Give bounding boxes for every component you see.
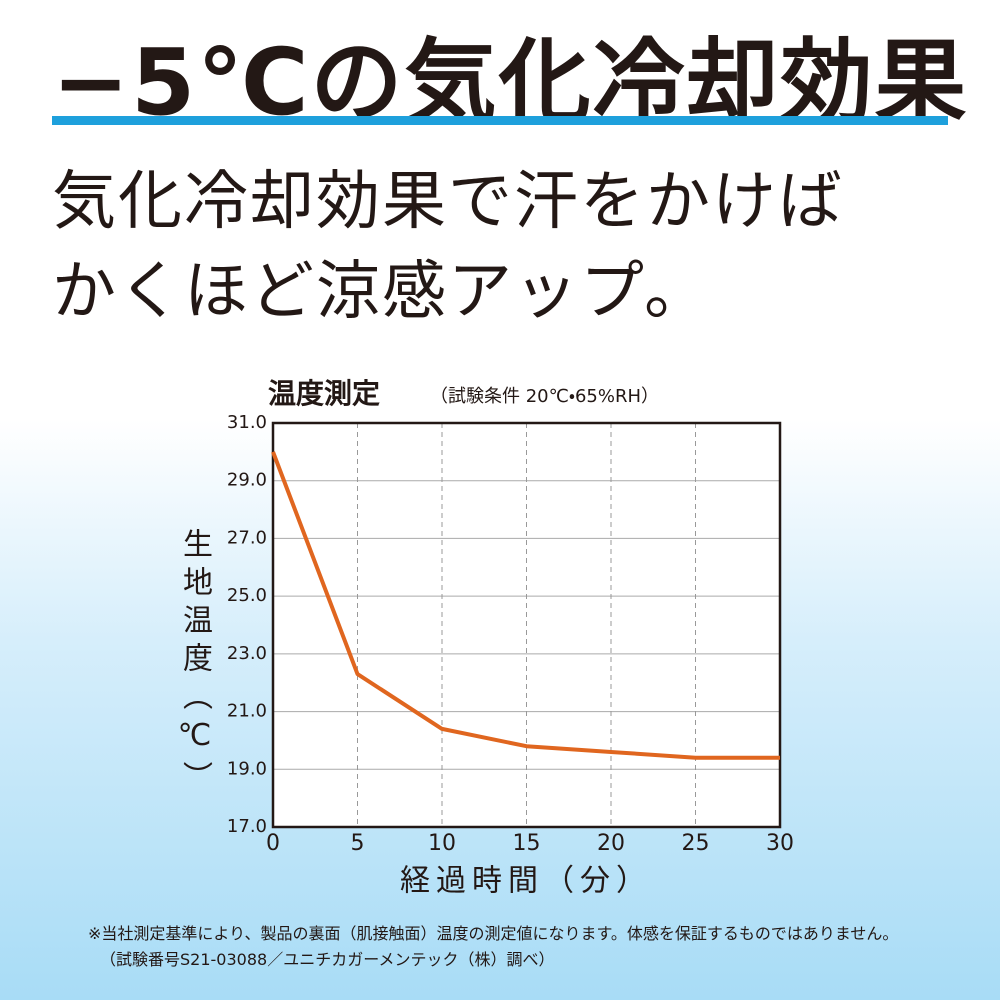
footnote: ※当社測定基準により、製品の裏面（肌接触面）温度の測定値になります。体感を保証す… — [88, 924, 899, 943]
y-tick-label: 23.0 — [227, 643, 267, 664]
title-rule — [52, 116, 948, 125]
subheadline: かくほど涼感アップ。 — [52, 255, 711, 329]
y-tick-label: 25.0 — [227, 585, 267, 606]
data-line — [271, 451, 780, 760]
y-tick-label: 29.0 — [227, 470, 267, 491]
x-tick-label: 15 — [513, 831, 541, 856]
y-tick-label: 27.0 — [227, 527, 267, 548]
x-tick-label: 0 — [266, 831, 280, 856]
y-tick-label: 17.0 — [227, 816, 267, 837]
y-axis-label: 生地温度（℃） — [177, 528, 212, 799]
footnote: （試験番号S21-03088／ユニチカガーメンテック（株）調べ） — [100, 950, 555, 969]
chart-subtitle: （試験条件 20℃・65%RH） — [430, 386, 659, 407]
y-tick-label: 21.0 — [227, 701, 267, 722]
x-tick-label: 30 — [766, 831, 794, 856]
x-tick-label: 10 — [428, 831, 456, 856]
x-axis-label: 経過時間（分） — [400, 864, 652, 899]
y-tick-label: 19.0 — [227, 758, 267, 779]
subheadline: 気化冷却効果で汗をかけば — [52, 165, 844, 239]
x-tick-label: 25 — [682, 831, 710, 856]
plot-frame — [271, 421, 782, 829]
x-tick-label: 20 — [597, 831, 625, 856]
x-tick-label: 5 — [351, 831, 365, 856]
y-tick-label: 31.0 — [227, 412, 267, 433]
chart-title: 温度測定 — [268, 377, 380, 410]
